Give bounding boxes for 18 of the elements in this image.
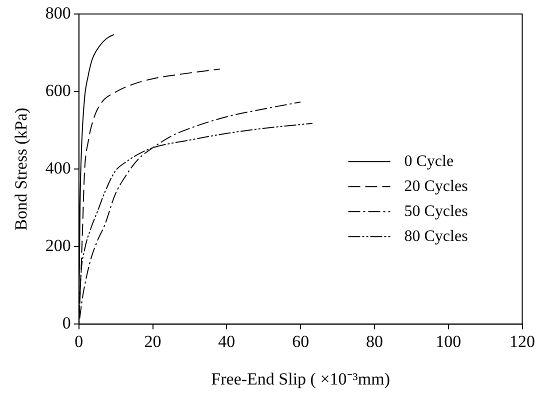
y-tick-label: 400 xyxy=(45,158,71,178)
x-tick-label: 120 xyxy=(510,332,535,351)
x-tick-label: 60 xyxy=(292,332,310,351)
x-tick-label: 20 xyxy=(144,332,162,351)
x-tick-label: 0 xyxy=(74,332,84,351)
y-tick-label: 800 xyxy=(45,3,71,22)
legend-label: 50 Cycles xyxy=(404,202,468,220)
x-axis-title: Free-End Slip ( ×10⁻³mm) xyxy=(211,369,390,388)
y-tick-label: 200 xyxy=(45,236,71,256)
x-tick-label: 80 xyxy=(366,332,383,351)
x-tick-label: 40 xyxy=(218,332,236,351)
legend-label: 0 Cycle xyxy=(404,152,454,170)
legend-label: 80 Cycles xyxy=(404,228,468,245)
y-axis-title: Bond Stress (kPa) xyxy=(12,108,31,230)
x-tick-label: 100 xyxy=(436,332,462,351)
legend-label: 20 Cycles xyxy=(404,178,468,195)
y-tick-label: 600 xyxy=(45,81,71,100)
y-tick-label: 0 xyxy=(62,314,71,333)
